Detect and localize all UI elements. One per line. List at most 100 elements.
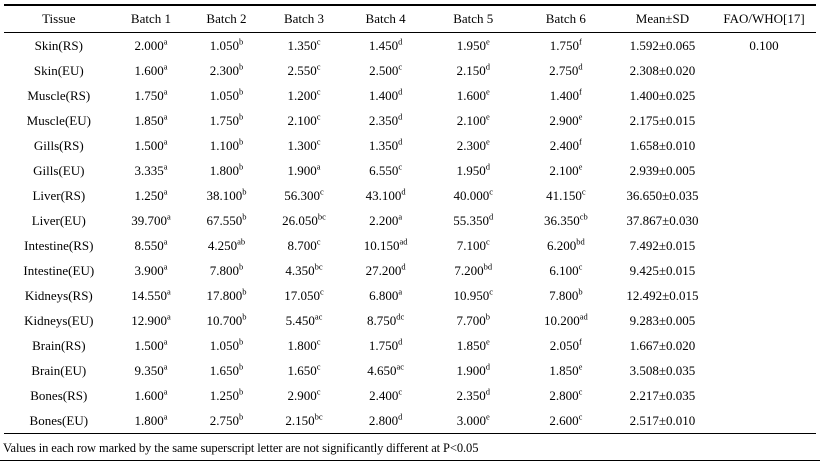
batch-value: 14.550 xyxy=(131,287,167,303)
batch-value-cell: 1.400d xyxy=(343,83,427,108)
batch-value-cell: 12.900a xyxy=(114,308,189,333)
batch-value-cell: 10.200ad xyxy=(519,308,613,333)
fao-who-cell xyxy=(712,108,816,133)
column-header-batch-6: Batch 6 xyxy=(518,5,613,33)
batch-value-cell: 14.550a xyxy=(114,283,189,308)
fao-who-cell xyxy=(712,408,816,434)
batch-value-cell: 1.200c xyxy=(265,83,344,108)
batch-value-cell: 1.750b xyxy=(188,108,264,133)
batch-value: 1.950 xyxy=(456,162,486,178)
batch-value: 1.750 xyxy=(209,112,239,128)
batch-value: 7.800 xyxy=(549,287,579,303)
significance-superscript: c xyxy=(398,161,403,172)
batch-value: 2.150 xyxy=(285,412,315,428)
batch-value-cell: 10.150ad xyxy=(343,233,427,258)
tissue-cell: Gills(RS) xyxy=(33,137,84,153)
significance-superscript: b xyxy=(485,311,491,322)
batch-value-cell: 2.150d xyxy=(428,58,519,83)
batch-value: 2.750 xyxy=(549,62,579,78)
batch-value-cell: 6.100c xyxy=(519,258,613,283)
batch-value: 1.850 xyxy=(134,112,164,128)
significance-superscript: a xyxy=(163,186,168,197)
header-row: Tissue Batch 1 Batch 2 Batch 3 Batch 4 B… xyxy=(4,5,816,33)
fao-who-cell xyxy=(712,258,816,283)
significance-superscript: ad xyxy=(579,311,588,322)
batch-value-cell: 40.000c xyxy=(428,183,519,208)
batch-value-cell: 4.250ab xyxy=(188,233,264,258)
significance-superscript: ab xyxy=(237,236,246,247)
batch-value-cell: 38.100b xyxy=(188,183,264,208)
batch-value: 1.100 xyxy=(209,137,239,153)
batch-value-cell: 2.100e xyxy=(428,108,519,133)
batch-value: 1.400 xyxy=(368,87,399,103)
significance-superscript: a xyxy=(163,161,168,172)
batch-value-cell: 2.350d xyxy=(428,383,519,408)
table-row: Intestine(RS) 8.550a 4.250ab 8.700c 10.150ad… xyxy=(4,233,816,258)
batch-value-cell: 8.750dc xyxy=(343,308,427,333)
significance-superscript: bc xyxy=(317,211,326,222)
batch-value-cell: 2.100e xyxy=(519,158,613,183)
batch-value: 6.100 xyxy=(549,262,579,278)
batch-value-cell: 6.800a xyxy=(343,283,427,308)
batch-value: 56.300 xyxy=(284,187,320,203)
batch-value: 2.800 xyxy=(549,387,579,403)
significance-superscript: b xyxy=(238,111,244,122)
table-row: Bones(RS) 1.600a 1.250b 2.900c 2.400c 2.350d 2… xyxy=(4,383,816,408)
mean-sd-cell: 2.517±0.010 xyxy=(612,408,712,434)
batch-value-cell: 56.300c xyxy=(265,183,344,208)
batch-value: 1.050 xyxy=(209,37,239,53)
batch-value: 1.350 xyxy=(287,37,317,53)
significance-superscript: a xyxy=(163,336,168,347)
batch-value-cell: 1.950d xyxy=(428,158,519,183)
batch-value-cell: 2.000a xyxy=(114,33,189,59)
significance-superscript: d xyxy=(398,111,403,122)
table-row: Muscle(RS) 1.750a 1.050b 1.200c 1.400d 1.600e… xyxy=(4,83,816,108)
batch-value-cell: 1.600a xyxy=(114,58,189,83)
tissue-cell: Gills(EU) xyxy=(33,162,85,178)
batch-value: 7.100 xyxy=(456,237,487,253)
significance-superscript: b xyxy=(238,36,244,47)
batch-value-cell: 1.850a xyxy=(114,108,189,133)
batch-value-cell: 55.350d xyxy=(428,208,519,233)
fao-who-cell xyxy=(712,308,816,333)
batch-value-cell: 1.500a xyxy=(114,333,189,358)
significance-superscript: c xyxy=(319,286,324,297)
mean-sd-cell: 1.658±0.010 xyxy=(629,137,696,153)
batch-value: 9.350 xyxy=(134,362,164,378)
batch-value-cell: 1.800b xyxy=(188,158,264,183)
significance-superscript: c xyxy=(316,111,321,122)
fao-who-cell xyxy=(712,183,816,208)
significance-superscript: e xyxy=(578,361,583,372)
significance-superscript: c xyxy=(581,186,586,197)
batch-value-cell: 1.350c xyxy=(265,33,344,59)
batch-value-cell: 6.200bd xyxy=(519,233,613,258)
significance-superscript: c xyxy=(578,386,583,397)
significance-superscript: c xyxy=(398,386,403,397)
batch-value: 1.200 xyxy=(287,87,317,103)
significance-superscript: c xyxy=(319,186,324,197)
batch-value: 12.900 xyxy=(131,312,167,328)
significance-superscript: e xyxy=(486,411,490,422)
batch-value-cell: 4.650ac xyxy=(343,358,427,383)
batch-value: 1.400 xyxy=(549,87,580,103)
batch-value-cell: 1.750d xyxy=(343,333,427,358)
batch-value-cell: 1.600e xyxy=(428,83,519,108)
significance-superscript: b xyxy=(242,311,247,322)
batch-value-cell: 2.350d xyxy=(343,108,427,133)
batch-value-cell: 9.350a xyxy=(114,358,189,383)
batch-value: 2.050 xyxy=(549,337,580,353)
batch-value-cell: 1.050b xyxy=(188,333,264,358)
significance-superscript: b xyxy=(238,261,244,272)
batch-value: 36.350 xyxy=(543,212,580,228)
batch-value-cell: 2.400f xyxy=(519,133,613,158)
batch-value: 2.600 xyxy=(549,412,579,428)
batch-value-cell: 10.950c xyxy=(428,283,519,308)
batch-value: 1.850 xyxy=(456,337,487,353)
batch-value: 2.100 xyxy=(287,112,317,128)
mean-sd-cell: 2.175±0.015 xyxy=(629,112,696,128)
batch-value: 5.450 xyxy=(285,312,315,328)
significance-superscript: a xyxy=(163,111,168,122)
significance-superscript: b xyxy=(238,86,244,97)
significance-superscript: cb xyxy=(579,211,588,222)
significance-superscript: c xyxy=(316,36,321,47)
